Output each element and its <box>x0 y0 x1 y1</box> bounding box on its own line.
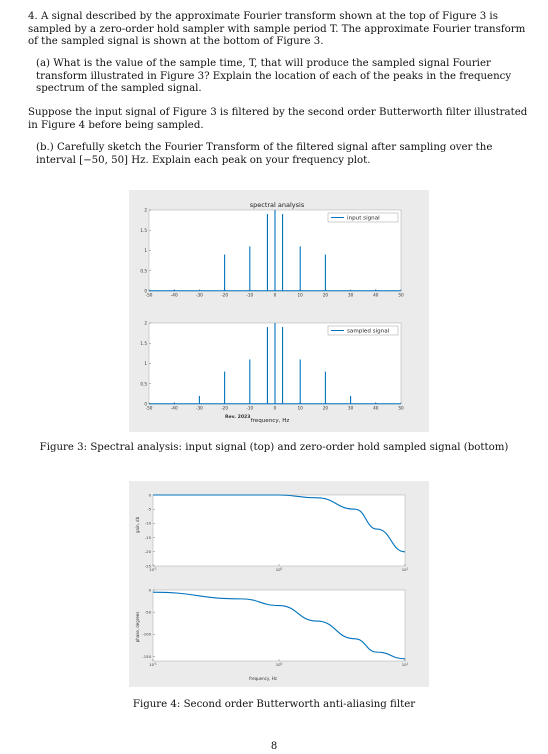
figure-3-caption: Figure 3: Spectral analysis: input signa… <box>39 442 509 453</box>
x-tick-label: -20 <box>221 406 228 411</box>
y-tick-label: -20 <box>145 549 152 554</box>
y-tick-label: 0 <box>144 289 147 294</box>
suppose-text: Suppose the input signal of Figure 3 is … <box>28 107 528 131</box>
x-tick-label: -40 <box>171 406 178 411</box>
x-tick-label: 40 <box>373 406 379 411</box>
legend-label: input signal <box>347 216 380 222</box>
y-tick-label: 1 <box>144 248 147 253</box>
figure-3-title: spectral analysis <box>250 201 305 209</box>
x-tick-label: 20 <box>323 293 329 298</box>
y-tick-label: -5 <box>147 507 151 512</box>
x-tick-label: 10-1 <box>149 566 157 572</box>
x-tick-label: -30 <box>196 293 203 298</box>
x-tick-label: 30 <box>348 293 354 298</box>
y-tick-label: 2 <box>144 208 147 213</box>
y-tick-label: -150 <box>142 654 151 659</box>
figure-4-ylabel-top: gain, db <box>135 516 140 533</box>
suppose-paragraph: Suppose the input signal of Figure 3 is … <box>28 107 533 132</box>
plot-area <box>152 494 406 567</box>
x-tick-label: -50 <box>146 293 153 298</box>
x-tick-label: -30 <box>196 406 203 411</box>
figure-4-panel: gain, db phase, degrees 0 -5 -10 -15 -20 -25 1… <box>129 481 429 687</box>
x-tick-label: 0 <box>274 293 277 298</box>
figure-4-xlabel: frequency, Hz <box>249 676 277 681</box>
part-b: (b.) Carefully sketch the Fourier Transf… <box>36 142 531 167</box>
y-tick-label: -100 <box>142 632 151 637</box>
part-a-label: (a) <box>36 58 51 69</box>
part-a-text: What is the value of the sample time, T,… <box>36 58 512 95</box>
y-tick-label: -10 <box>145 521 152 526</box>
x-tick-label: 101 <box>402 566 409 572</box>
x-tick-label: 100 <box>276 661 283 667</box>
figure-4-svg: gain, db phase, degrees 0-5-10-15-20-251… <box>135 492 409 681</box>
x-tick-label: 20 <box>323 406 329 411</box>
x-tick-label: -20 <box>221 293 228 298</box>
figure-4-caption: Figure 4: Second order Butterworth anti-… <box>132 699 416 710</box>
part-b-label: (b.) <box>36 142 54 153</box>
legend-box <box>327 325 399 336</box>
x-tick-label: 50 <box>398 293 404 298</box>
y-tick-label: 0 <box>149 587 152 592</box>
x-tick-label: 101 <box>402 661 409 667</box>
y-tick-label: -50 <box>145 609 152 614</box>
x-tick-label: 10 <box>298 293 304 298</box>
x-tick-label: 100 <box>276 566 283 572</box>
y-tick-label: 0.5 <box>140 268 147 273</box>
spectrum-top-axes: 0 0.5 1 1.5 2 -50 -40 -30 -20 -10 0 10 20 30 40 50 input… <box>140 208 404 298</box>
x-tick-label: 10-1 <box>149 661 157 667</box>
x-tick-label: 0 <box>274 406 277 411</box>
bode-curve <box>153 494 406 553</box>
x-tick-label: 30 <box>348 406 354 411</box>
x-tick-label: 10 <box>298 406 304 411</box>
page-number: 8 <box>270 741 278 752</box>
x-tick-label: 50 <box>398 406 404 411</box>
spectrum-bottom-axes: 0 0.5 1 1.5 2 -50 -40 -30 -20 -10 0 10 20 30 40 50 sampl… <box>140 321 404 411</box>
figure-4-ylabel-bottom: phase, degrees <box>135 612 140 643</box>
y-tick-label: 1.5 <box>140 228 147 233</box>
question-4: 4. A signal described by the approximate… <box>28 11 528 49</box>
plot-area <box>152 589 406 662</box>
figure-3-watermark: Rev. 2023 <box>225 414 250 420</box>
y-tick-label: 2 <box>144 321 147 326</box>
y-tick-label: -15 <box>145 535 152 540</box>
x-tick-label: -10 <box>246 406 253 411</box>
legend-label: sampled signal <box>347 329 390 335</box>
x-tick-label: 40 <box>373 293 379 298</box>
figure-3-svg: spectral analysis 0 0.5 1 1.5 2 -50 -40 -30 -20 -… <box>140 201 404 424</box>
bode-phase-axes: 0 -50 -100 -150 10-1 100 101 <box>142 587 408 667</box>
y-tick-label: -25 <box>145 563 152 568</box>
part-a: (a) What is the value of the sample time… <box>36 58 531 96</box>
y-tick-label: 0 <box>149 492 152 497</box>
y-tick-label: 1.5 <box>140 341 147 346</box>
y-tick-label: 0 <box>144 402 147 407</box>
bode-curve <box>152 591 406 660</box>
figure-3-panel: spectral analysis 0 0.5 1 1.5 2 -50 -40 -30 -20 -… <box>129 190 429 432</box>
figure-3-xlabel: frequency, Hz <box>251 418 290 424</box>
legend-box <box>327 212 399 223</box>
part-b-text: Carefully sketch the Fourier Transform o… <box>36 142 493 166</box>
y-tick-label: 1 <box>144 361 147 366</box>
x-tick-label: -40 <box>171 293 178 298</box>
question-number: 4. <box>28 11 38 22</box>
y-tick-label: 0.5 <box>140 381 147 386</box>
x-tick-label: -50 <box>146 406 153 411</box>
question-text: A signal described by the approximate Fo… <box>28 11 526 48</box>
x-tick-label: -10 <box>246 293 253 298</box>
